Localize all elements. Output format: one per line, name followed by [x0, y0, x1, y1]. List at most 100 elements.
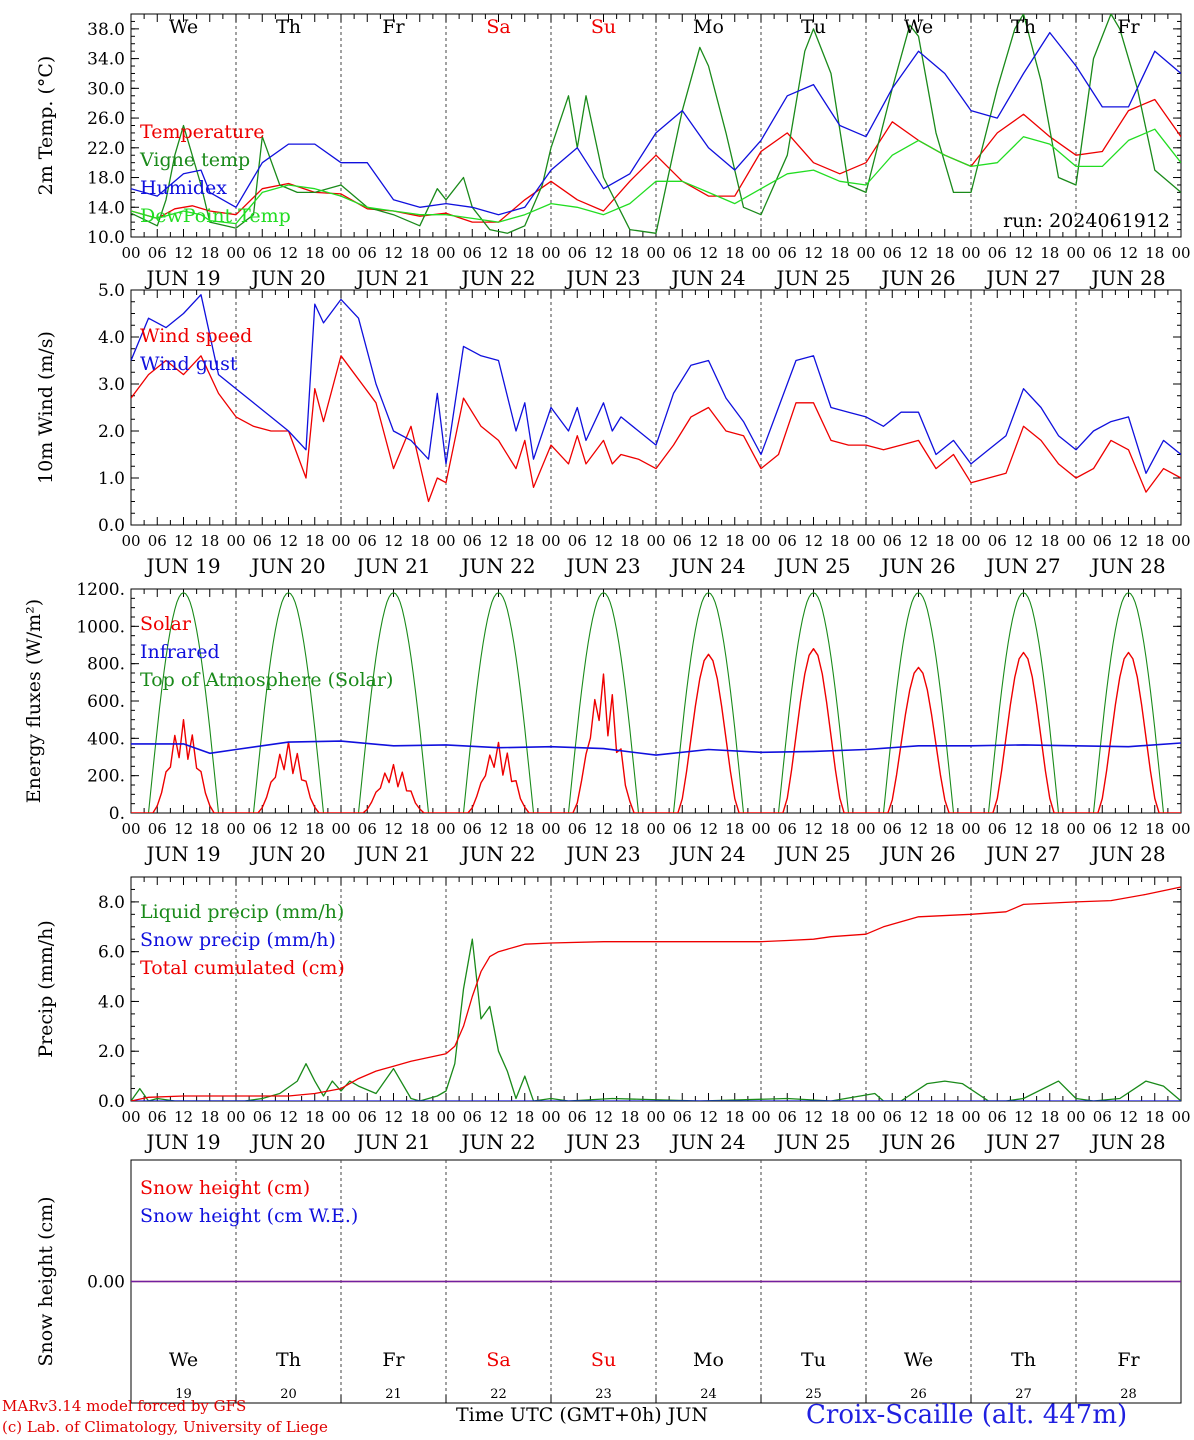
- hour-tick-label: 18: [410, 1108, 429, 1126]
- y-tick-label: 4.0: [98, 992, 125, 1012]
- hour-tick-label: 18: [725, 1108, 744, 1126]
- hour-tick-label: 18: [515, 244, 534, 262]
- date-number-label: 24: [700, 1387, 717, 1402]
- hour-tick-label: 12: [1119, 820, 1138, 838]
- hour-tick-label: 12: [1014, 244, 1033, 262]
- hour-tick-label: 06: [568, 1108, 587, 1126]
- legend-entry: Temperature: [140, 121, 264, 143]
- hour-tick-label: 12: [384, 1108, 403, 1126]
- panel-3: 00 06 12 18 00 06 12 18 00 06 12 18 00 06 12 18 00 06 12 18…: [23, 580, 1191, 866]
- hour-tick-label: 00: [856, 244, 875, 262]
- hour-tick-label: 12: [909, 532, 928, 550]
- date-tick-label: JUN 22: [459, 842, 535, 866]
- hour-tick-label: 00: [121, 820, 140, 838]
- hour-tick-label: 18: [1040, 820, 1059, 838]
- hour-tick-label: 18: [1145, 532, 1164, 550]
- hour-tick-label: 12: [1119, 532, 1138, 550]
- date-tick-label: JUN 23: [564, 842, 640, 866]
- panel-frame: [130, 588, 1182, 814]
- hour-tick-label: 06: [148, 244, 167, 262]
- series-dewpoint-temp: [131, 128, 1181, 225]
- hour-tick-label: 00: [1171, 532, 1190, 550]
- weekday-label: Mo: [693, 16, 724, 38]
- legend-entry: Wind speed: [140, 325, 252, 347]
- hour-tick-label: 18: [830, 1108, 849, 1126]
- date-number-label: 28: [1120, 1387, 1137, 1402]
- hour-tick-label: 06: [883, 244, 902, 262]
- hour-tick-label: 06: [1093, 532, 1112, 550]
- series-group: [131, 294, 1181, 503]
- series-group: [131, 14, 1181, 234]
- y-tick-label: 30.0: [87, 79, 125, 99]
- hour-tick-label: 00: [331, 820, 350, 838]
- hour-tick-label: 18: [305, 244, 324, 262]
- y-tick-label: 0.00: [87, 1273, 125, 1293]
- hour-tick-label: 00: [961, 820, 980, 838]
- y-tick-label: 26.0: [87, 109, 125, 129]
- hour-tick-label: 18: [305, 820, 324, 838]
- hour-tick-label: 00: [331, 244, 350, 262]
- hour-tick-label: 06: [568, 820, 587, 838]
- y-axis-label: 2m Temp. (°C): [35, 56, 57, 196]
- hour-tick-label: 00: [646, 532, 665, 550]
- hour-tick-label: 06: [778, 244, 797, 262]
- date-tick-label: JUN 21: [354, 842, 430, 866]
- y-tick-label: 18.0: [87, 169, 125, 189]
- hour-tick-label: 18: [620, 244, 639, 262]
- hour-tick-label: 00: [856, 820, 875, 838]
- hour-tick-label: 00: [646, 1108, 665, 1126]
- hour-tick-label: 06: [253, 1108, 272, 1126]
- hour-tick-label: 00: [1171, 820, 1190, 838]
- hour-tick-label: 00: [436, 1108, 455, 1126]
- hour-tick-label: 00: [121, 1108, 140, 1126]
- hour-tick-label: 12: [489, 820, 508, 838]
- weekday-label: Th: [276, 1349, 301, 1371]
- hour-tick-label: 18: [200, 532, 219, 550]
- hour-tick-label: 12: [1014, 1108, 1033, 1126]
- hour-tick-label: 06: [148, 532, 167, 550]
- lab-credit-line: (c) Lab. of Climatology, University of L…: [2, 1418, 328, 1436]
- station-name: Croix-Scaille (alt. 447m): [806, 1400, 1128, 1430]
- hour-tick-label: 12: [384, 820, 403, 838]
- hour-tick-label: 06: [1093, 820, 1112, 838]
- weekday-label: Fr: [1117, 1349, 1140, 1371]
- date-tick-label: JUN 25: [774, 266, 850, 290]
- date-tick-label: JUN 22: [459, 1130, 535, 1154]
- date-tick-label: JUN 28: [1089, 554, 1165, 578]
- legend-entry: Vigne temp: [139, 149, 250, 171]
- date-tick-label: JUN 28: [1089, 842, 1165, 866]
- hour-tick-label: 18: [1040, 1108, 1059, 1126]
- hour-tick-label: 00: [331, 1108, 350, 1126]
- y-tick-label: 0.0: [98, 516, 125, 536]
- date-tick-label: JUN 24: [669, 842, 745, 866]
- hour-tick-label: 18: [410, 820, 429, 838]
- y-tick-label: 200.: [87, 767, 125, 787]
- hour-tick-label: 00: [226, 244, 245, 262]
- hour-tick-label: 18: [830, 244, 849, 262]
- series-total-cumulated-cm-: [131, 886, 1181, 1101]
- hour-tick-label: 06: [358, 532, 377, 550]
- hour-tick-label: 18: [830, 532, 849, 550]
- y-tick-label: 10.0: [87, 228, 125, 248]
- hour-tick-label: 18: [620, 532, 639, 550]
- weekday-label: Sa: [486, 1349, 510, 1371]
- hour-tick-label: 18: [935, 244, 954, 262]
- hour-tick-label: 06: [673, 244, 692, 262]
- hour-tick-label: 00: [541, 532, 560, 550]
- hour-tick-label: 00: [646, 820, 665, 838]
- date-tick-label: JUN 26: [879, 842, 955, 866]
- hour-tick-label: 12: [384, 532, 403, 550]
- hour-tick-label: 00: [436, 244, 455, 262]
- hour-tick-label: 18: [515, 1108, 534, 1126]
- hour-tick-label: 12: [489, 532, 508, 550]
- legend-entry: Solar: [140, 613, 192, 635]
- y-tick-label: 5.0: [98, 281, 125, 301]
- hour-tick-label: 06: [673, 1108, 692, 1126]
- hour-tick-label: 06: [778, 1108, 797, 1126]
- hour-tick-label: 12: [699, 244, 718, 262]
- y-axis-label: Snow height (cm): [35, 1196, 57, 1366]
- date-tick-label: JUN 19: [144, 842, 220, 866]
- hour-tick-label: 12: [1119, 244, 1138, 262]
- series-humidex: [131, 31, 1181, 216]
